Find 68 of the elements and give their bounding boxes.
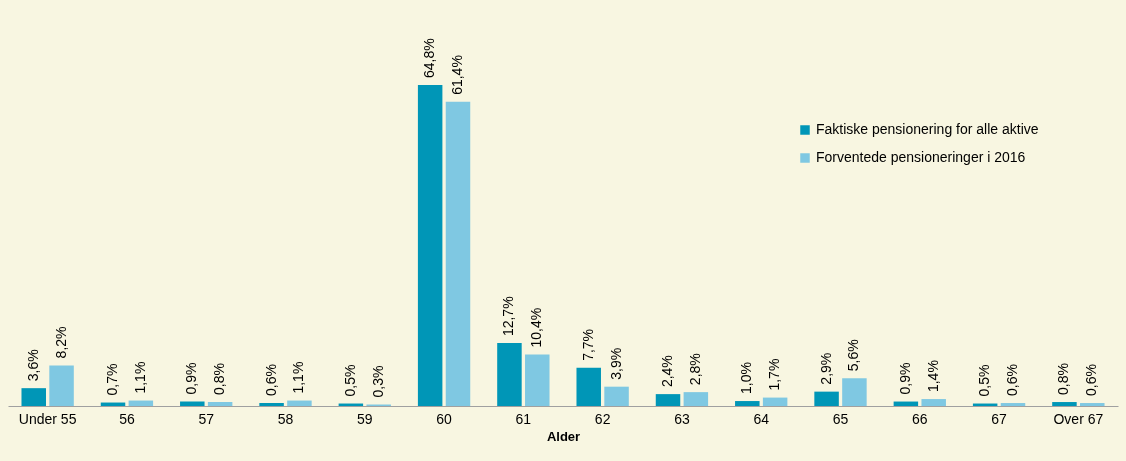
- bar: [525, 354, 550, 406]
- bar: [49, 365, 74, 406]
- data-label: 3,6%: [24, 349, 41, 382]
- data-label: 8,2%: [52, 326, 69, 359]
- bar: [655, 394, 681, 406]
- bar: [814, 391, 839, 406]
- x-tick-label: 67: [991, 410, 1008, 427]
- bar: [735, 401, 760, 406]
- bar: [921, 399, 946, 406]
- bar: [1080, 403, 1105, 406]
- data-label: 1,1%: [131, 361, 148, 394]
- data-label: 0,6%: [1003, 364, 1020, 397]
- x-tick-label: Under 55: [18, 410, 77, 427]
- data-label: 12,7%: [500, 296, 517, 337]
- bar: [259, 403, 284, 406]
- bar: [287, 400, 312, 406]
- x-tick-label: Over 67: [1053, 410, 1104, 427]
- bar: [604, 386, 629, 406]
- data-label: 0,8%: [1055, 363, 1072, 396]
- bar: [762, 397, 788, 406]
- x-tick-label: 57: [198, 410, 215, 427]
- legend-label: Forventede pensioneringer i 2016: [816, 149, 1026, 165]
- bar: [21, 388, 46, 406]
- data-label: 61,4%: [448, 55, 465, 95]
- data-label: 2,9%: [817, 352, 834, 385]
- x-tick-label: 62: [594, 410, 611, 427]
- x-tick-label: 58: [277, 410, 294, 427]
- data-label: 2,8%: [686, 353, 703, 386]
- data-label: 64,8%: [421, 38, 438, 78]
- bar: [417, 85, 443, 406]
- bar: [1000, 403, 1026, 406]
- bar: [842, 378, 867, 406]
- x-tick-label: 61: [515, 410, 532, 427]
- x-tick-label: 60: [436, 410, 453, 427]
- data-label: 0,9%: [183, 362, 200, 395]
- data-label: 1,7%: [766, 358, 783, 391]
- bar: [180, 401, 205, 406]
- data-label: 0,5%: [341, 364, 358, 397]
- data-label: 1,1%: [290, 361, 307, 394]
- x-tick-label: 56: [119, 410, 135, 427]
- data-label: 0,3%: [369, 365, 386, 398]
- data-label: 0,7%: [104, 363, 121, 396]
- data-label: 5,6%: [845, 339, 862, 372]
- bar: [445, 101, 471, 406]
- data-label: 1,0%: [738, 362, 755, 395]
- data-label: 0,8%: [211, 363, 228, 396]
- x-tick-label: 65: [832, 410, 849, 427]
- bar: [128, 400, 154, 406]
- bar: [207, 402, 233, 406]
- x-axis-title: Alder: [546, 428, 581, 444]
- x-tick-label: 66: [912, 410, 928, 427]
- x-tick-label: 63: [674, 410, 690, 427]
- data-label: 2,4%: [659, 355, 676, 388]
- x-tick-label: 64: [753, 410, 770, 427]
- data-label: 0,6%: [1083, 364, 1100, 397]
- x-tick-label: 59: [357, 410, 373, 427]
- bar: [497, 343, 522, 406]
- bar: [1052, 402, 1077, 406]
- legend-label: Faktiske pensionering for alle aktive: [816, 121, 1039, 137]
- data-label: 7,7%: [579, 328, 596, 361]
- data-label: 10,4%: [528, 307, 545, 348]
- data-label: 0,9%: [896, 362, 913, 395]
- data-label: 3,9%: [607, 347, 624, 380]
- data-label: 0,6%: [262, 364, 279, 397]
- bar: [683, 392, 709, 406]
- data-label: 1,4%: [924, 360, 941, 393]
- bar: [576, 367, 601, 406]
- data-label: 0,5%: [976, 364, 993, 397]
